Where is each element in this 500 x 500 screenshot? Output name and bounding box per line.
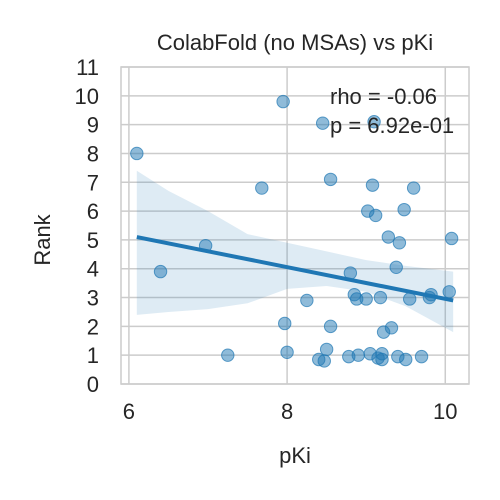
data-point [367,115,381,129]
data-point [384,321,399,335]
data-point [375,347,389,361]
data-point [444,231,459,246]
data-point [442,285,456,299]
y-tick-label: 8 [87,141,99,166]
data-point [392,236,407,250]
data-point [351,348,365,362]
y-tick-label: 7 [87,170,99,195]
confidence-band [136,170,454,333]
data-point [359,292,373,306]
y-tick-label: 10 [75,84,99,109]
data-point [319,342,334,357]
data-point [130,146,144,161]
x-tick-label: 10 [433,399,457,424]
plot-frame [120,66,470,385]
regression-line-group [136,235,454,303]
data-point [389,260,403,274]
regression-line [136,235,454,303]
data-point [221,348,235,362]
p-value-annotation: p = 6.92e-01 [330,113,454,138]
data-point [315,116,330,130]
y-axis-label: Rank [30,213,55,265]
y-tick-label: 5 [87,228,99,253]
y-tick-label: 9 [87,113,99,138]
chart-title: ColabFold (no MSAs) vs pKi [157,30,433,55]
data-point [323,172,338,187]
rho-annotation: rho = -0.06 [330,84,437,109]
x-axis-label: pKi [279,443,311,468]
y-tick-label: 2 [87,314,99,339]
data-point [278,316,292,331]
data-point [300,293,314,308]
x-tick-label: 6 [123,399,135,424]
x-tick-labels: 6 8 10 [123,399,458,424]
data-point [406,181,421,195]
data-point [402,292,417,306]
data-point [373,290,388,305]
data-point [323,319,338,334]
data-point [153,264,168,279]
data-point [397,202,411,217]
data-point [399,352,413,367]
scatter-points [130,94,459,368]
data-point [276,94,290,109]
y-tick-label: 6 [87,199,99,224]
data-point [365,178,380,192]
y-tick-label: 4 [87,257,99,282]
data-point [255,181,269,195]
confidence-band-area [136,170,454,333]
y-tick-label: 0 [87,372,99,397]
data-point [317,354,331,368]
x-tick-label: 8 [281,399,293,424]
y-tick-label: 3 [87,286,99,311]
y-tick-label: 1 [87,343,99,368]
data-point [414,349,429,364]
y-tick-labels: 0 1 2 3 4 5 6 7 8 9 10 11 [75,55,99,397]
data-point [280,345,294,359]
y-tick-label: 11 [76,55,99,80]
data-point [381,230,396,244]
data-point [368,208,383,223]
